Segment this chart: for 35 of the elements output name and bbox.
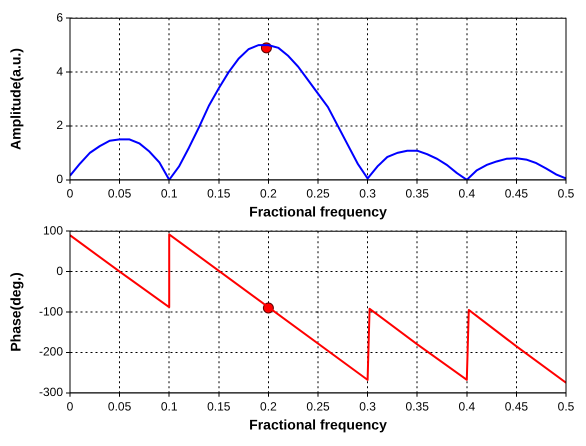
y-tick-label: 4 [56, 64, 64, 78]
x-tick-label: 0.1 [160, 399, 178, 414]
x-tick-label: 0.2 [260, 186, 278, 200]
y-tick-label: -100 [38, 304, 64, 318]
x-tick-label: 0 [66, 399, 74, 414]
y-axis-title: Amplitude(a.u.) [7, 48, 24, 150]
x-tick-label: 0.1 [160, 186, 178, 200]
x-tick-label: 0.05 [108, 399, 132, 414]
x-tick-label: 0 [66, 186, 74, 200]
x-tick-label: 0.5 [558, 399, 575, 414]
x-tick-label: 0.35 [406, 186, 430, 200]
x-tick-label: 0.2 [260, 399, 278, 414]
x-axis-title: Fractional frequency [249, 203, 388, 220]
y-axis-title: Phase(deg.) [7, 272, 24, 352]
y-tick-label: 0 [56, 264, 64, 278]
x-tick-label: 0.5 [558, 186, 575, 200]
x-tick-label: 0.35 [406, 399, 430, 414]
x-tick-label: 0.25 [306, 186, 330, 200]
x-tick-label: 0.15 [207, 399, 231, 414]
y-tick-label: 6 [56, 10, 64, 25]
x-tick-label: 0.15 [207, 186, 231, 200]
y-tick-label: -300 [38, 385, 64, 400]
x-axis-title: Fractional frequency [249, 416, 388, 432]
y-tick-label: 2 [56, 118, 64, 132]
x-tick-label: 0.25 [306, 399, 330, 414]
y-tick-label: 100 [42, 224, 64, 238]
y-tick-label: 0 [56, 172, 64, 186]
x-tick-label: 0.4 [458, 186, 476, 200]
x-tick-label: 0.4 [458, 399, 476, 414]
y-tick-label: -200 [38, 344, 64, 359]
x-tick-label: 0.3 [359, 399, 376, 414]
x-tick-label: 0.3 [359, 186, 376, 200]
x-tick-label: 0.05 [108, 186, 132, 200]
x-tick-label: 0.45 [504, 186, 528, 200]
x-tick-label: 0.45 [504, 399, 528, 414]
